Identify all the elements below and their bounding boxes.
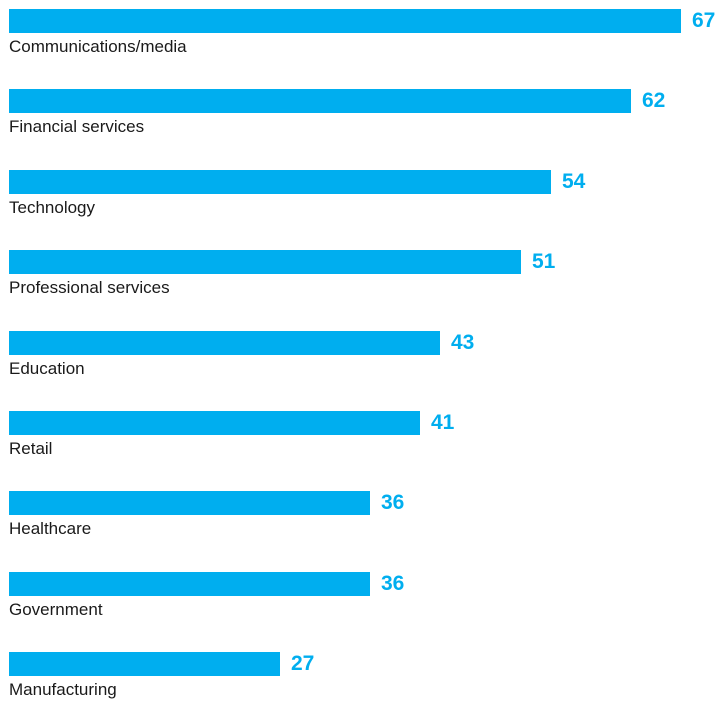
bar-value-label: 36: [381, 491, 405, 514]
bar-value-label: 54: [562, 170, 586, 193]
category-label: Retail: [9, 439, 53, 458]
bar: [9, 331, 440, 355]
bar-row: 36 Government: [0, 572, 720, 642]
bar-value-label: 62: [642, 89, 666, 112]
bar: [9, 89, 631, 113]
bar: [9, 170, 551, 194]
bar: [9, 652, 280, 676]
bar: [9, 411, 420, 435]
bar-value-label: 43: [451, 331, 475, 354]
bar-row: 62 Financial services: [0, 89, 720, 159]
bar-value-label: 51: [532, 250, 556, 273]
bar-value-label: 27: [291, 652, 315, 675]
category-label: Education: [9, 359, 85, 378]
bar-value-label: 36: [381, 572, 405, 595]
category-label: Communications/media: [9, 37, 187, 56]
bar-row: 67 Communications/media: [0, 9, 720, 79]
bar-row: 36 Healthcare: [0, 491, 720, 561]
bar-row: 51 Professional services: [0, 250, 720, 320]
category-label: Professional services: [9, 278, 170, 297]
bar-row: 54 Technology: [0, 170, 720, 240]
category-label: Government: [9, 600, 103, 619]
bar: [9, 491, 370, 515]
category-label: Healthcare: [9, 519, 92, 538]
bar: [9, 250, 521, 274]
bar-row: 43 Education: [0, 331, 720, 401]
bar-value-label: 41: [431, 411, 455, 434]
bar-row: 27 Manufacturing: [0, 652, 720, 722]
bar-row: 41 Retail: [0, 411, 720, 481]
bar-chart: 67 Communications/media 62 Financial servic…: [0, 9, 720, 699]
category-label: Technology: [9, 198, 96, 217]
bar: [9, 9, 681, 33]
bar: [9, 572, 370, 596]
bar-value-label: 67: [692, 9, 716, 32]
category-label: Manufacturing: [9, 680, 117, 699]
category-label: Financial services: [9, 117, 145, 136]
